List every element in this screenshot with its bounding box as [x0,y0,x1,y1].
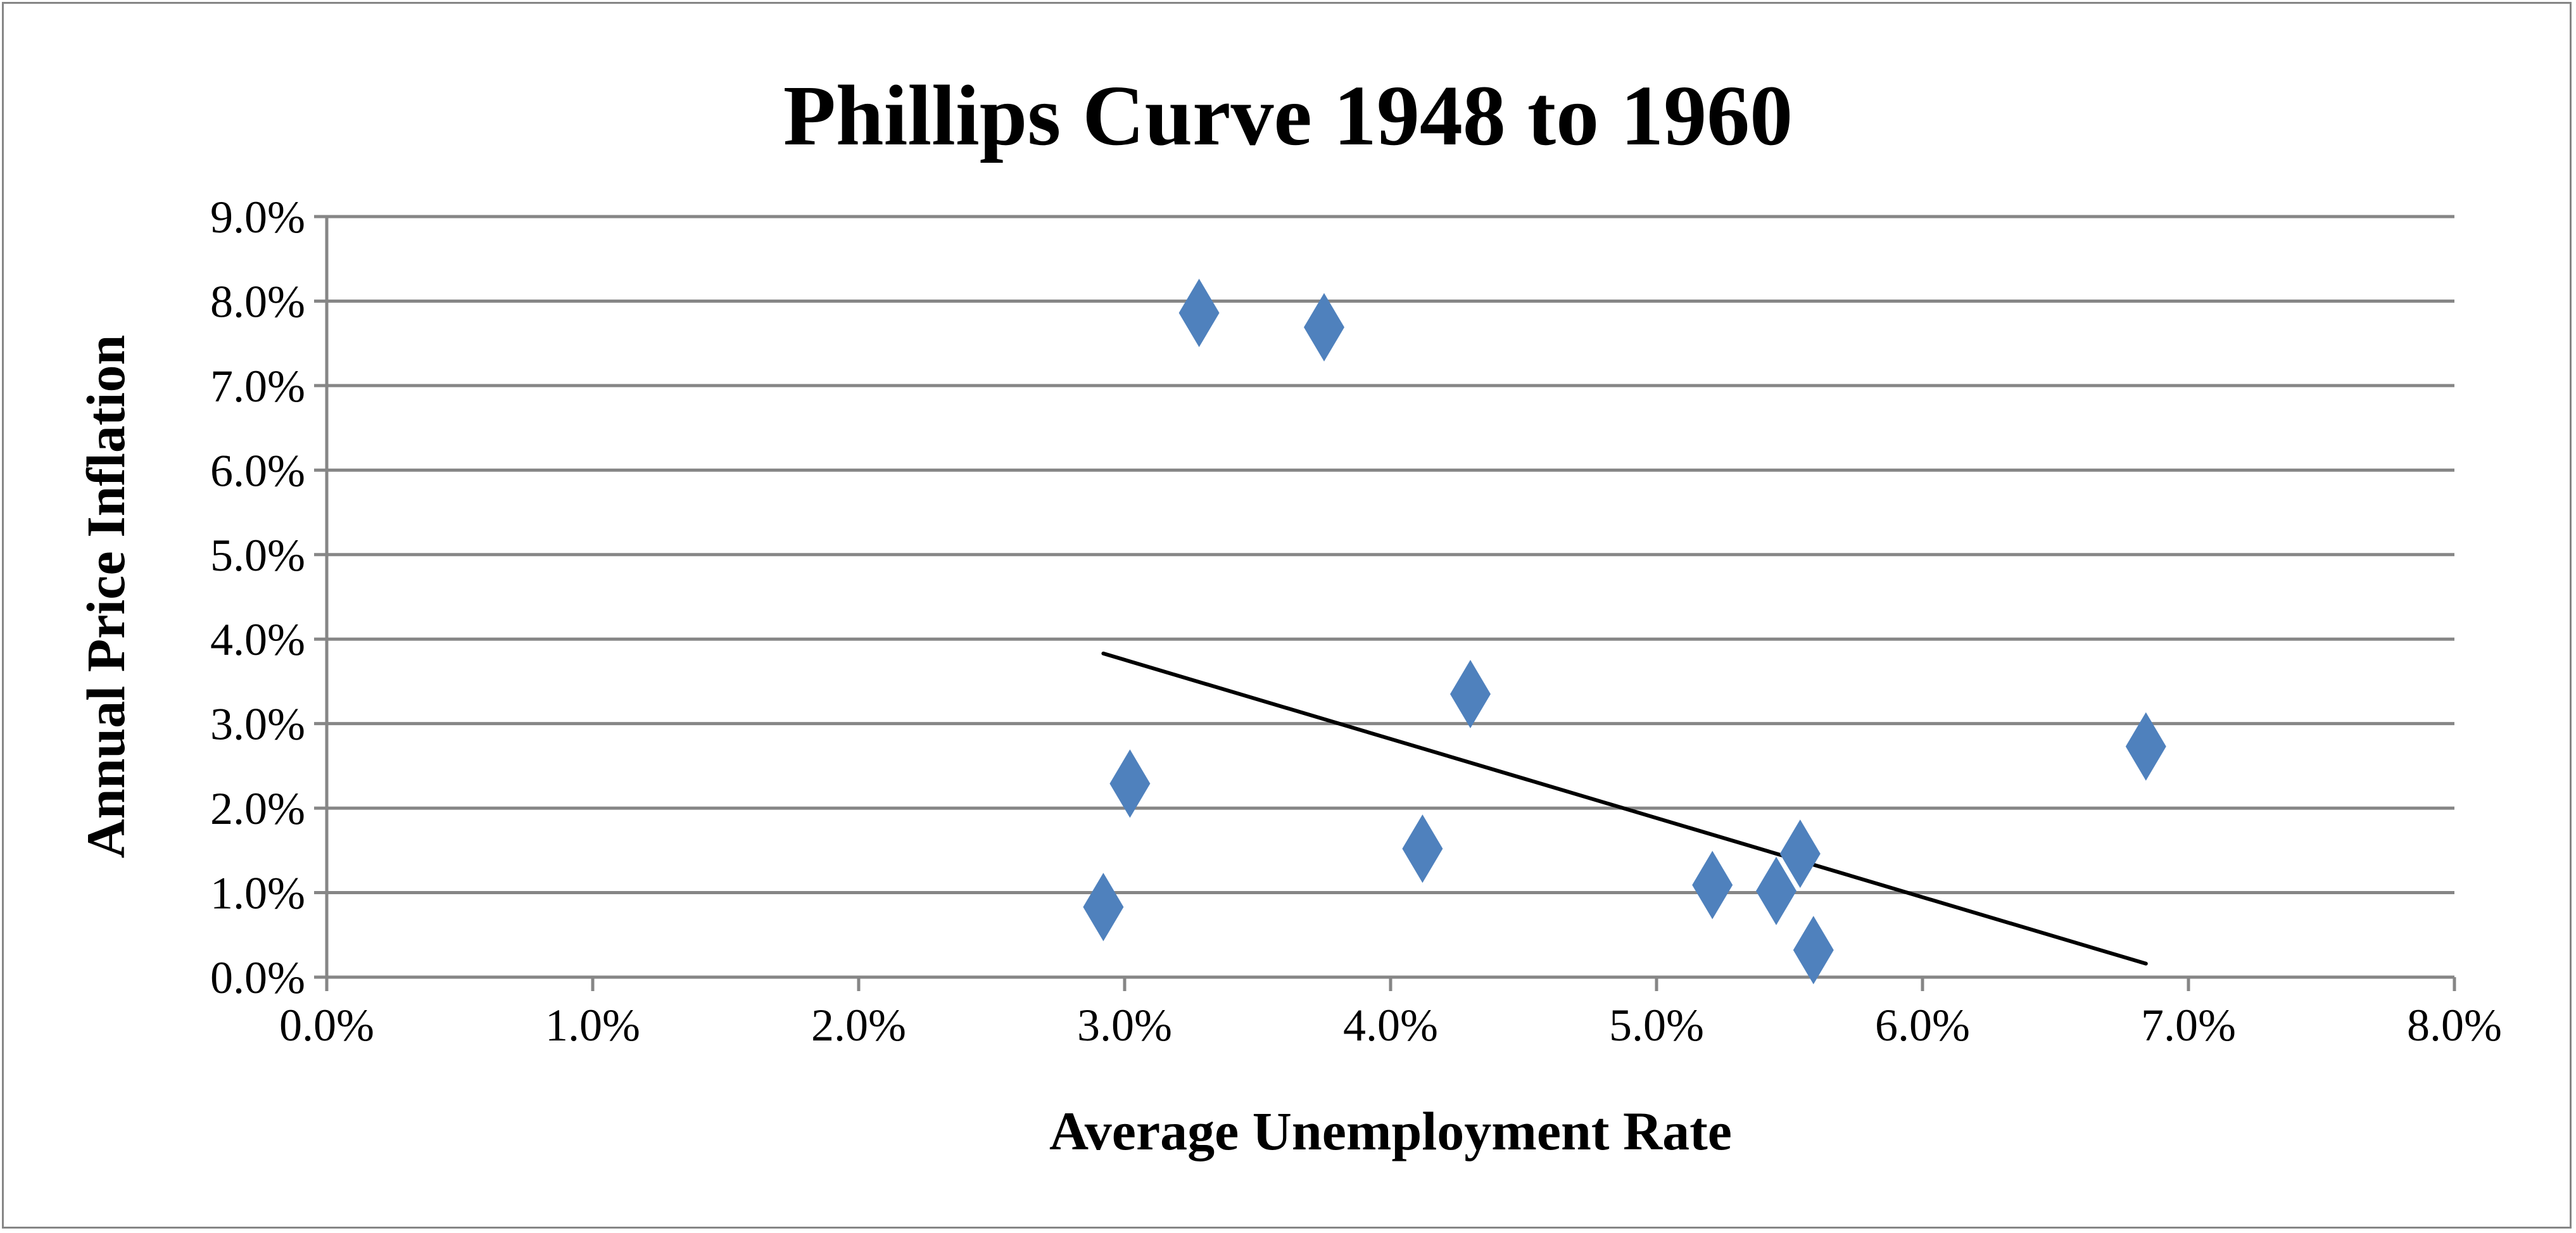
trendline-group [1101,651,2148,966]
x-tick-label: 7.0% [2141,1000,2236,1051]
data-point [1779,819,1821,888]
gridlines [314,215,2456,991]
data-point [1692,850,1733,920]
y-tick-label: 2.0% [210,783,305,834]
x-tick-label: 0.0% [279,1000,374,1051]
x-tick-label: 6.0% [1875,1000,1970,1051]
y-tick-label: 1.0% [210,868,305,919]
x-axis-title: Average Unemployment Rate [1049,1101,1732,1161]
x-tick-label: 3.0% [1077,1000,1172,1051]
data-point [1450,659,1491,728]
x-tick-label: 8.0% [2407,1000,2502,1051]
x-axis-ticks: 0.0% 1.0% 2.0% 3.0% 4.0% 5.0% 6.0% 7.0% 8.0% [279,1000,2502,1051]
y-tick-label: 9.0% [210,192,305,243]
x-tick-label: 4.0% [1343,1000,1438,1051]
y-tick-label: 4.0% [210,614,305,665]
data-points [1083,279,2166,985]
y-tick-label: 7.0% [210,361,305,412]
data-point [1109,749,1151,818]
data-point [1756,856,1796,925]
y-tick-label: 3.0% [210,699,305,750]
x-tick-label: 2.0% [811,1000,906,1051]
y-axis-title: Annual Price Inflation [75,335,136,859]
y-axis-ticks: 0.0% 1.0% 2.0% 3.0% 4.0% 5.0% 6.0% 7.0% 8.0% 9.0% [210,192,305,1003]
data-point [1793,916,1834,985]
y-tick-label: 6.0% [210,445,305,496]
x-tick-label: 1.0% [545,1000,640,1051]
chart-title: Phillips Curve 1948 to 1960 [783,68,1793,163]
y-tick-label: 0.0% [210,952,305,1003]
data-point [1402,814,1443,883]
data-point [2125,712,2166,781]
y-tick-label: 8.0% [210,276,305,327]
x-tick-label: 5.0% [1609,1000,1704,1051]
trendline [1101,651,2148,966]
data-point [1178,279,1220,348]
data-point [1083,873,1124,942]
y-tick-label: 5.0% [210,530,305,581]
data-point [1304,293,1344,362]
